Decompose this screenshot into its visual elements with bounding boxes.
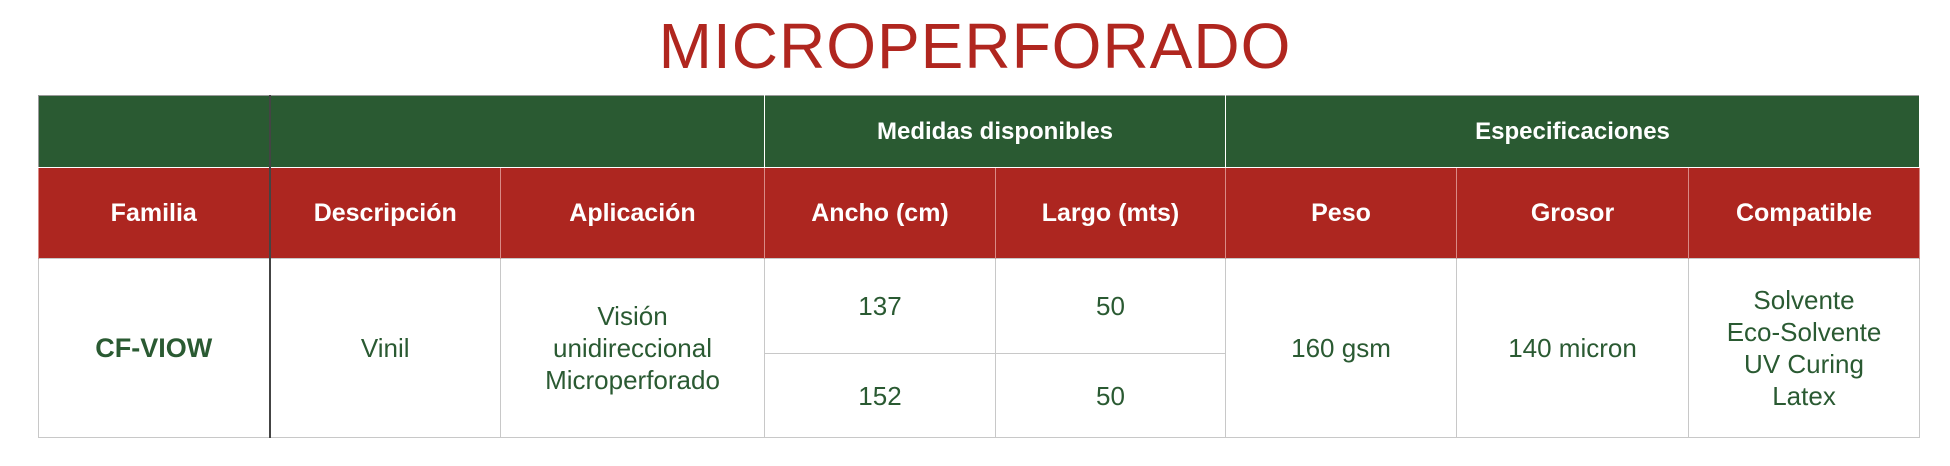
column-header-row: Familia Descripción Aplicación Ancho (cm…: [38, 167, 1921, 259]
aplicacion-line: Visión: [597, 301, 668, 331]
cell-largo: 50: [994, 353, 1227, 438]
group-header-row: Medidas disponibles Especificaciones: [38, 95, 1921, 168]
aplicacion-line: Microperforado: [545, 365, 720, 395]
cell-ancho: 152: [764, 353, 996, 438]
column-header-descripcion: Descripción: [269, 167, 501, 259]
cell-aplicacion: Visión unidireccional Microperforado: [500, 258, 765, 438]
column-header-ancho: Ancho (cm): [764, 167, 996, 259]
product-spec-table: Medidas disponibles Especificaciones Fam…: [38, 95, 1921, 438]
column-header-familia: Familia: [38, 167, 271, 259]
compatible-line: Solvente: [1753, 285, 1855, 315]
cell-compatible: Solvente Eco-Solvente UV Curing Latex: [1688, 258, 1921, 438]
aplicacion-line: unidireccional: [553, 333, 712, 363]
cell-peso: 160 gsm: [1225, 258, 1458, 438]
column-header-largo: Largo (mts): [994, 167, 1227, 259]
group-header-especificaciones: Especificaciones: [1225, 95, 1921, 168]
table-row: CF-VIOW Vinil Visión unidireccional Micr…: [38, 258, 1921, 438]
compatible-line: Eco-Solvente: [1726, 317, 1882, 347]
column-header-peso: Peso: [1225, 167, 1458, 259]
group-header-empty: [269, 95, 765, 168]
compatible-line: Latex: [1772, 381, 1836, 411]
column-header-grosor: Grosor: [1456, 167, 1690, 259]
cell-largo: 50: [994, 258, 1227, 354]
cell-familia: CF-VIOW: [38, 258, 271, 438]
compatible-line: UV Curing: [1744, 349, 1864, 379]
cell-ancho: 137: [764, 258, 996, 354]
column-header-compatible: Compatible: [1688, 167, 1921, 259]
cell-descripcion: Vinil: [269, 258, 501, 438]
cell-grosor: 140 micron: [1456, 258, 1690, 438]
page-title: MICROPERFORADO: [658, 10, 1292, 82]
table-row: 152 50: [39, 353, 1920, 438]
group-header-empty: [38, 95, 271, 168]
column-header-aplicacion: Aplicación: [500, 167, 765, 259]
group-header-medidas: Medidas disponibles: [763, 95, 1227, 168]
